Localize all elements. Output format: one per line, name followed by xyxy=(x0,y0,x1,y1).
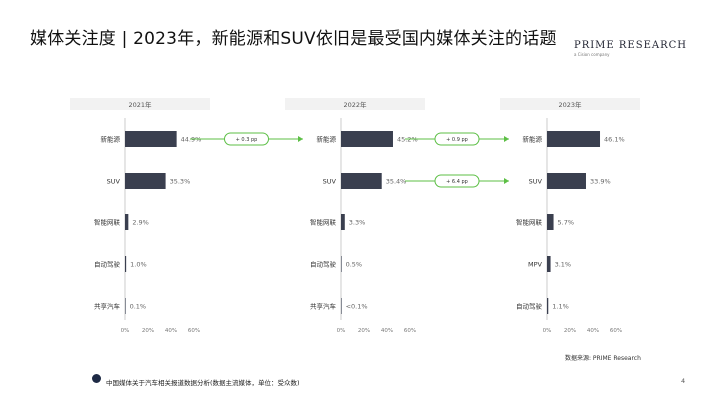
x-tick-label: 20% xyxy=(358,328,370,334)
value-label: 3.1% xyxy=(555,261,572,269)
change-arrow-head xyxy=(298,136,303,142)
category-label: 新能源 xyxy=(101,135,121,144)
bar xyxy=(341,214,345,230)
brand-subtitle: a Cision company xyxy=(573,52,610,57)
x-tick-label: 60% xyxy=(404,328,416,334)
change-arrow-head xyxy=(504,178,509,184)
category-label: 共享汽车 xyxy=(94,302,121,311)
page-title: 媒体关注度 | 2023年，新能源和SUV依旧是最受国内媒体关注的话题 xyxy=(30,29,557,49)
panel-header-1 xyxy=(285,98,425,110)
change-label: + 0.3 pp xyxy=(236,137,258,143)
change-arrow-head xyxy=(504,136,509,142)
bar xyxy=(547,214,554,230)
x-tick-label: 40% xyxy=(165,328,177,334)
panel-title-2: 2023年 xyxy=(558,100,582,109)
bar xyxy=(125,298,126,314)
x-tick-label: 60% xyxy=(188,328,200,334)
data-source: 数据来源: PRIME Research xyxy=(565,355,641,362)
x-tick-label: 20% xyxy=(564,328,576,334)
value-label: 3.3% xyxy=(349,219,366,227)
category-label: 自动驾驶 xyxy=(310,260,337,269)
bar xyxy=(341,173,382,189)
category-label: 共享汽车 xyxy=(310,302,337,311)
value-label: 2.9% xyxy=(132,219,149,227)
category-label: SUV xyxy=(323,178,337,186)
panel-header-2 xyxy=(500,98,640,110)
panel-title-1: 2022年 xyxy=(343,100,367,109)
page-number: 4 xyxy=(681,377,686,385)
value-label: 1.0% xyxy=(130,261,147,269)
bar xyxy=(125,173,166,189)
change-label: + 0.9 pp xyxy=(446,137,468,143)
x-tick-label: 0% xyxy=(337,328,346,334)
category-label: SUV xyxy=(529,178,543,186)
bar xyxy=(341,131,393,147)
category-label: 智能网联 xyxy=(94,218,121,227)
change-label: + 6.4 pp xyxy=(446,179,468,185)
value-label: 35.3% xyxy=(170,178,191,186)
category-label: SUV xyxy=(107,178,121,186)
bar xyxy=(547,298,549,314)
category-label: 自动驾驶 xyxy=(94,260,121,269)
value-label: 0.5% xyxy=(346,261,363,269)
value-label: 46.1% xyxy=(604,136,625,144)
bar xyxy=(547,173,586,189)
value-label: 0.1% xyxy=(130,303,147,311)
category-label: 自动驾驶 xyxy=(516,302,543,311)
value-label: <0.1% xyxy=(346,303,368,311)
footer-logo-icon xyxy=(92,374,101,383)
brand-name: PRIME RESEARCH xyxy=(573,40,687,51)
x-tick-label: 40% xyxy=(381,328,393,334)
category-label: MPV xyxy=(528,261,543,269)
bar xyxy=(341,256,342,272)
x-tick-label: 40% xyxy=(587,328,599,334)
change-pill xyxy=(434,132,480,146)
category-label: 智能网联 xyxy=(516,218,543,227)
brand-logo: PRIME RESEARCH a Cision company xyxy=(574,40,687,57)
footer-note: 中国媒体关于汽车相关报道数据分析(数据主流媒体，单位：受众数) xyxy=(106,379,300,387)
bar xyxy=(125,256,127,272)
panel-header-0 xyxy=(70,98,210,110)
panel-title-0: 2021年 xyxy=(128,100,152,109)
value-label: 5.7% xyxy=(558,219,575,227)
x-tick-label: 60% xyxy=(610,328,622,334)
bar xyxy=(547,256,551,272)
bar xyxy=(125,214,129,230)
value-label: 1.1% xyxy=(552,303,569,311)
bar xyxy=(125,131,177,147)
value-label: 35.4% xyxy=(386,178,407,186)
value-label: 33.9% xyxy=(590,178,611,186)
bar xyxy=(547,131,601,147)
x-tick-label: 0% xyxy=(121,328,130,334)
category-label: 智能网联 xyxy=(310,218,337,227)
category-label: 新能源 xyxy=(523,135,543,144)
x-tick-label: 0% xyxy=(543,328,552,334)
change-pill xyxy=(434,174,480,188)
x-tick-label: 20% xyxy=(142,328,154,334)
change-pill xyxy=(224,132,269,146)
bar xyxy=(341,298,342,314)
category-label: 新能源 xyxy=(317,135,337,144)
